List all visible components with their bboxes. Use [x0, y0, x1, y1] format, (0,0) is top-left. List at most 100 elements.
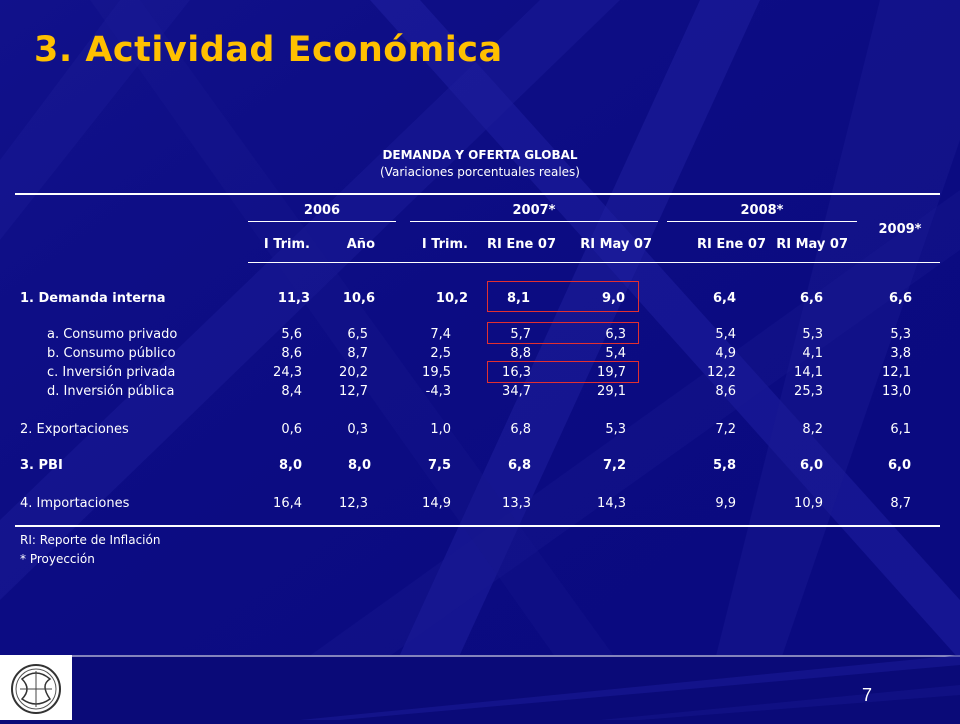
group-rule-2006: [248, 221, 396, 222]
row-label-consumo-privado: a. Consumo privado: [47, 327, 178, 342]
cell: -4,3: [425, 384, 451, 399]
cell: 8,0: [347, 458, 371, 473]
cell: 5,4: [715, 327, 736, 342]
cell: 8,6: [715, 384, 736, 399]
cell: 14,3: [597, 496, 626, 511]
cell: 29,1: [597, 384, 626, 399]
cell: 6,1: [890, 422, 911, 437]
cell: 3,8: [890, 346, 911, 361]
subheader-2007-ri-ene: RI Ene 07: [487, 237, 556, 252]
cell: 6,3: [605, 327, 626, 342]
cell: 4,9: [715, 346, 736, 361]
cell: 4,1: [802, 346, 823, 361]
cell: 6,6: [888, 291, 912, 306]
cell: 9,0: [601, 291, 625, 306]
cell: 19,5: [422, 365, 451, 380]
cell: 6,4: [712, 291, 736, 306]
cell: 6,6: [799, 291, 823, 306]
footnote-proyeccion: * Proyección: [20, 552, 95, 566]
cell: 10,9: [794, 496, 823, 511]
cell: 14,9: [422, 496, 451, 511]
cell: 6,0: [799, 458, 823, 473]
cell: 25,3: [794, 384, 823, 399]
subheader-2008-ri-ene: RI Ene 07: [697, 237, 766, 252]
table-bottom-rule: [15, 525, 940, 527]
cell: 5,3: [890, 327, 911, 342]
row-label-consumo-publico: b. Consumo público: [47, 346, 176, 361]
subheader-2008-ri-may: RI May 07: [776, 237, 848, 252]
footnote-ri: RI: Reporte de Inflación: [20, 533, 161, 547]
group-rule-2008: [667, 221, 857, 222]
cell: 12,3: [339, 496, 368, 511]
cell: 20,2: [339, 365, 368, 380]
group-rule-2007: [410, 221, 658, 222]
cell: 8,6: [281, 346, 302, 361]
cell: 10,6: [342, 291, 375, 306]
cell: 5,4: [605, 346, 626, 361]
cell: 34,7: [502, 384, 531, 399]
bcrp-seal-icon: [11, 664, 61, 714]
cell: 0,3: [347, 422, 368, 437]
cell: 8,1: [506, 291, 530, 306]
cell: 6,5: [347, 327, 368, 342]
year-header-2006: 2006: [303, 203, 341, 218]
cell: 12,2: [707, 365, 736, 380]
table-top-rule: [15, 193, 940, 195]
cell: 5,3: [802, 327, 823, 342]
cell: 8,0: [278, 458, 302, 473]
row-label-demanda-interna: 1. Demanda interna: [20, 291, 166, 306]
cell: 16,3: [502, 365, 531, 380]
cell: 13,3: [502, 496, 531, 511]
highlight-box-demanda: [487, 281, 639, 312]
cell: 12,1: [882, 365, 911, 380]
subheader-2007-itrim: I Trim.: [421, 237, 468, 252]
slide-title: 3. Actividad Económica: [34, 30, 503, 70]
cell: 7,5: [427, 458, 451, 473]
cell: 9,9: [715, 496, 736, 511]
row-label-importaciones: 4. Importaciones: [20, 496, 130, 511]
subheader-2006-itrim: I Trim.: [263, 237, 310, 252]
year-header-2009: 2009*: [878, 222, 922, 237]
row-label-inversion-publica: d. Inversión pública: [47, 384, 175, 399]
cell: 2,5: [430, 346, 451, 361]
cell: 13,0: [882, 384, 911, 399]
cell: 6,0: [887, 458, 911, 473]
cell: 6,8: [507, 458, 531, 473]
cell: 8,7: [347, 346, 368, 361]
row-label-pbi: 3. PBI: [20, 458, 63, 473]
cell: 1,0: [430, 422, 451, 437]
cell: 6,8: [510, 422, 531, 437]
page-number: 7: [862, 685, 873, 705]
cell: 7,2: [715, 422, 736, 437]
cell: 8,2: [802, 422, 823, 437]
cell: 0,6: [281, 422, 302, 437]
cell: 7,4: [430, 327, 451, 342]
cell: 19,7: [597, 365, 626, 380]
year-header-2007: 2007*: [512, 203, 556, 218]
cell: 5,3: [605, 422, 626, 437]
bcrp-logo: [0, 655, 72, 720]
cell: 7,2: [602, 458, 626, 473]
highlight-box-consumo-privado: [487, 322, 639, 344]
cell: 11,3: [277, 291, 310, 306]
row-label-exportaciones: 2. Exportaciones: [20, 422, 129, 437]
table-subtitle: (Variaciones porcentuales reales): [380, 165, 580, 179]
cell: 8,7: [890, 496, 911, 511]
row-label-inversion-privada: c. Inversión privada: [47, 365, 176, 380]
table-title: DEMANDA Y OFERTA GLOBAL: [382, 148, 578, 162]
cell: 5,8: [712, 458, 736, 473]
cell: 14,1: [794, 365, 823, 380]
cell: 8,8: [510, 346, 531, 361]
cell: 8,4: [281, 384, 302, 399]
cell: 12,7: [339, 384, 368, 399]
cell: 24,3: [273, 365, 302, 380]
cell: 10,2: [435, 291, 468, 306]
header-bottom-rule: [248, 262, 940, 263]
year-header-2008: 2008*: [740, 203, 784, 218]
cell: 16,4: [273, 496, 302, 511]
footer-band: [0, 655, 960, 720]
cell: 5,6: [281, 327, 302, 342]
subheader-2006-anio: Año: [346, 237, 375, 252]
highlight-box-inversion-privada: [487, 361, 639, 383]
